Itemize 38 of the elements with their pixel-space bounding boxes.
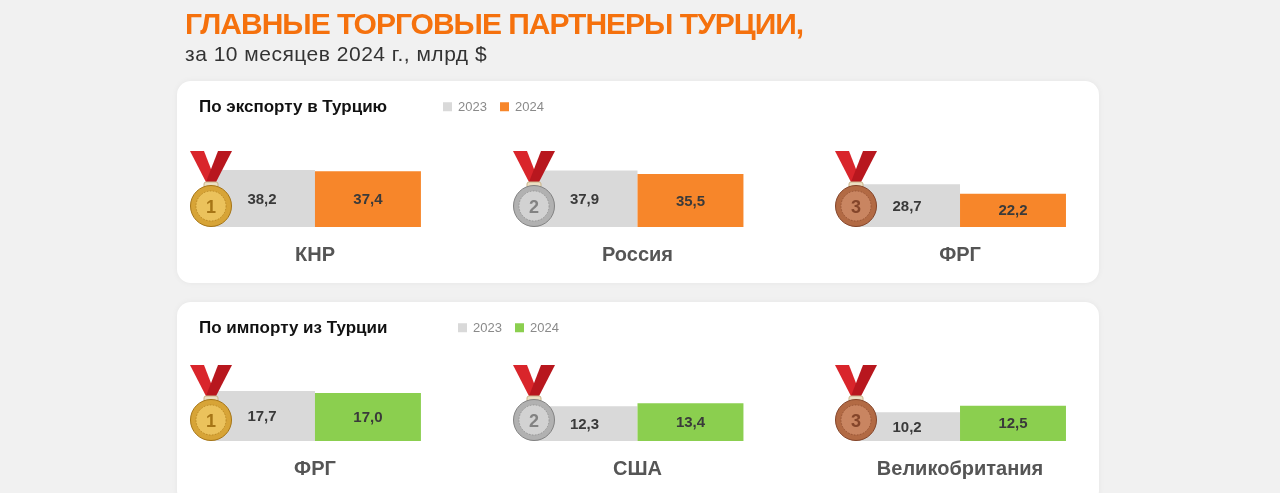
legend-label: 2024 xyxy=(515,98,544,114)
x-tick-label: ФРГ xyxy=(939,242,981,265)
data-label: 35,5 xyxy=(675,191,706,209)
bar xyxy=(637,403,744,441)
legend-label: 2024 xyxy=(530,319,559,335)
annotation: 1 xyxy=(206,410,217,431)
bar xyxy=(960,193,1066,227)
x-tick-label: США xyxy=(613,456,662,479)
bar xyxy=(314,171,421,227)
chart-title: По экспорту в Турцию xyxy=(199,97,388,117)
text: ГЛАВНЫЕ ТОРГОВЫЕ ПАРТНЕРЫ ТУРЦИИ, xyxy=(185,6,804,42)
annotation: 2 xyxy=(528,410,539,431)
annotation: 3 xyxy=(851,196,862,217)
legend-label: 2023 xyxy=(458,98,487,114)
data-label: 13,4 xyxy=(675,413,706,431)
annotation: 1 xyxy=(206,196,217,217)
data-label: 17,0 xyxy=(353,407,383,425)
x-tick-label: Великобритания xyxy=(876,456,1044,479)
data-label: 37,4 xyxy=(353,190,384,208)
annotation: 3 xyxy=(851,410,862,431)
x-tick-label: КНР xyxy=(294,242,335,265)
data-label: 22,2 xyxy=(998,201,1028,219)
data-label: 38,2 xyxy=(247,189,277,207)
annotation: 2 xyxy=(528,196,539,217)
x-tick-label: ФРГ xyxy=(294,456,336,479)
text: за 10 месяцев 2024 г., млрд $ xyxy=(185,42,489,66)
data-label: 37,9 xyxy=(569,189,600,207)
legend-label: 2023 xyxy=(473,319,502,335)
data-label: 12,3 xyxy=(569,414,600,432)
bar xyxy=(314,392,421,441)
chart-title: По импорту из Турции xyxy=(199,318,388,338)
bar xyxy=(637,174,744,227)
data-label: 17,7 xyxy=(247,407,277,424)
data-label: 10,2 xyxy=(892,417,922,435)
x-tick-label: Россия xyxy=(601,242,674,265)
data-label: 12,5 xyxy=(998,414,1028,432)
data-label: 28,7 xyxy=(892,196,922,214)
bar xyxy=(960,405,1066,441)
